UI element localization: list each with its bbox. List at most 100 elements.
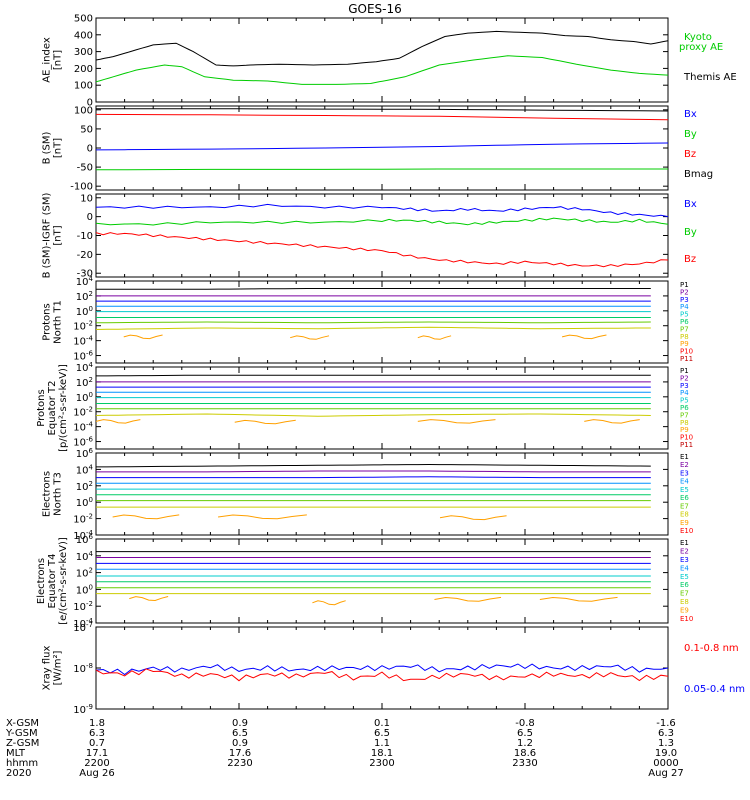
- series-p1: [96, 288, 651, 290]
- y-tick-label: -100: [70, 182, 93, 193]
- y-tick-label: 100: [74, 105, 93, 116]
- y-tick-label: 10-2: [73, 600, 93, 613]
- panel-b: B (SM) [nT]: [42, 105, 669, 191]
- legend-entry: P9: [680, 340, 689, 348]
- footer-row-label: Y-GSM: [5, 728, 38, 739]
- footer-cell: 6.5: [517, 728, 533, 739]
- series-0-05-0-4-nm: [95, 663, 669, 676]
- footer-cell: 2200: [84, 758, 109, 769]
- legend-entry: P10: [680, 348, 693, 356]
- footer-cell: 1.2: [517, 738, 533, 749]
- series-by: [95, 217, 669, 226]
- y-tick-label: 100: [76, 391, 93, 404]
- legend-entry: E1: [680, 539, 689, 547]
- y-axis-label: [W/m²]: [53, 650, 64, 685]
- legend-entry: P7: [680, 325, 689, 333]
- y-tick-label: 104: [76, 463, 94, 476]
- legend-entry: P2: [680, 374, 689, 382]
- footer-cell: 17.1: [86, 748, 108, 759]
- legend-entry: E10: [680, 527, 693, 535]
- legend-entry: Bx: [684, 199, 697, 210]
- series-e1: [96, 463, 651, 468]
- y-tick-label: 102: [76, 567, 93, 580]
- panel-frame: [95, 17, 669, 103]
- y-tick-label: -10: [77, 231, 93, 242]
- y-tick-label: 0: [87, 212, 93, 223]
- y-axis-label: B (SM): [42, 131, 53, 164]
- y-axis-label: [nT]: [53, 225, 64, 245]
- y-tick-label: 104: [76, 550, 94, 563]
- panel-dB: B (SM)-IGRF (SM) [nT]: [42, 193, 669, 278]
- legend-entry: Bx: [684, 109, 697, 120]
- legend-entry: Bz: [684, 254, 696, 265]
- legend-entry: E4: [680, 478, 689, 486]
- legend-entry: Kyoto: [684, 32, 712, 43]
- y-tick-label: 10-8: [73, 662, 93, 675]
- y-axis-label: Xray flux: [42, 646, 53, 691]
- y-tick-label: 106: [76, 447, 94, 460]
- legend-entry: P4: [680, 389, 689, 397]
- y-tick-label: 104: [76, 361, 94, 374]
- legend-entry: E5: [680, 573, 689, 581]
- series-by: [95, 168, 668, 171]
- y-tick-label: 10-4: [73, 421, 93, 434]
- footer-cell: 2330: [512, 758, 537, 769]
- series-p9: [123, 334, 163, 340]
- panel-frame: [95, 193, 669, 278]
- legend-entry: 0.05-0.4 nm: [684, 684, 745, 695]
- footer-cell: 6.3: [89, 728, 105, 739]
- series-e9: [129, 596, 169, 602]
- series-p9: [561, 334, 607, 340]
- series-e9: [434, 596, 502, 602]
- legend-entry: By: [684, 227, 697, 238]
- legend-entry: E9: [680, 607, 689, 615]
- footer-row-label: X-GSM: [6, 718, 39, 729]
- series-e9: [217, 514, 307, 520]
- legend-entry: E1: [680, 453, 689, 461]
- legend-entry: Themis AE: [683, 72, 737, 83]
- legend-entry: P11: [680, 441, 693, 449]
- legend-entry: P2: [680, 288, 689, 296]
- series-e9: [312, 600, 346, 606]
- legend-entry: P4: [680, 303, 689, 311]
- legend-entry: E5: [680, 486, 689, 494]
- series-p9: [234, 419, 296, 425]
- legend-entry: Bmag: [684, 169, 713, 180]
- series-e2: [96, 470, 651, 473]
- legend-entry: 0.1-0.8 nm: [684, 643, 739, 654]
- panel-frame: [95, 366, 669, 450]
- series-bx: [95, 142, 669, 151]
- legend-entry: P1: [680, 367, 689, 375]
- series-p8: [95, 326, 651, 330]
- footer-cell: 18.6: [514, 748, 536, 759]
- series-e3: [96, 476, 651, 479]
- footer-row-label: MLT: [6, 748, 26, 759]
- legend-entry: proxy AE: [679, 42, 723, 53]
- y-tick-label: 10: [80, 193, 93, 204]
- series-p9: [290, 335, 330, 340]
- panel-pT2: Protons Equator T2 [p/(cm²-s-sr-keV)]: [36, 364, 669, 452]
- y-tick-label: 0: [87, 98, 93, 109]
- y-tick-label: 102: [76, 376, 93, 389]
- legend-entry: P6: [680, 318, 689, 326]
- series-e9: [539, 596, 618, 602]
- y-tick-label: -50: [77, 163, 93, 174]
- y-tick-label: 10-9: [73, 703, 93, 716]
- y-axis-label: Equator T2: [47, 381, 58, 436]
- legend-entry: P6: [680, 404, 689, 412]
- y-tick-label: 10-2: [73, 320, 93, 333]
- y-axis-label: North T1: [53, 300, 64, 344]
- footer-cell: 18.1: [371, 748, 393, 759]
- legend-entry: E3: [680, 556, 689, 564]
- legend-entry: P5: [680, 397, 689, 405]
- y-tick-label: 10-4: [73, 335, 93, 348]
- legend-entry: E3: [680, 469, 689, 477]
- footer-cell: 19.0: [655, 748, 677, 759]
- y-axis-label: [p/(cm²-s-sr-keV)]: [58, 364, 69, 452]
- footer-cell: -1.6: [656, 718, 676, 729]
- footer-cell: 6.5: [374, 728, 390, 739]
- series-bz: [95, 232, 669, 268]
- footer-cell: 6.3: [658, 728, 674, 739]
- series-p9: [417, 419, 496, 424]
- y-tick-label: -20: [77, 250, 93, 261]
